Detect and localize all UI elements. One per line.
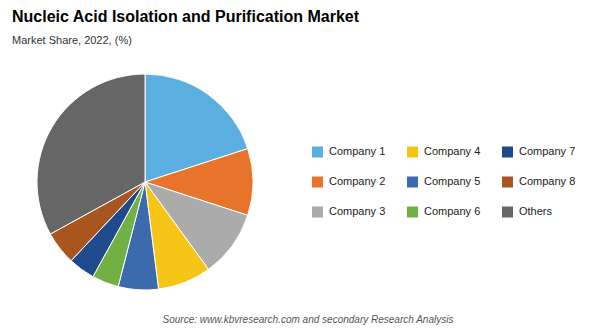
legend-item: Company 6 [407, 205, 480, 218]
legend-item: Company 5 [407, 175, 480, 188]
legend-swatch [312, 207, 323, 218]
title: Nucleic Acid Isolation and Purification … [12, 8, 360, 25]
legend-swatch [407, 207, 418, 218]
source: Source: www.kbvresearch.com and secondar… [163, 314, 454, 325]
legend-swatch [407, 177, 418, 188]
legend-swatch [407, 147, 418, 158]
pie [37, 74, 253, 290]
legend-swatch [502, 177, 513, 188]
legend-label: Company 1 [329, 145, 385, 157]
legend-item: Others [502, 205, 553, 218]
legend-label: Company 8 [519, 175, 575, 187]
legend-label: Others [519, 205, 553, 217]
pie-slice [37, 74, 145, 234]
legend-label: Company 5 [424, 175, 480, 187]
legend-item: Company 2 [312, 175, 385, 188]
legend-item: Company 8 [502, 175, 575, 188]
legend-swatch [312, 177, 323, 188]
legend-swatch [502, 147, 513, 158]
legend-label: Company 4 [424, 145, 480, 157]
legend-item: Company 4 [407, 145, 480, 158]
legend-label: Company 2 [329, 175, 385, 187]
legend-swatch [312, 147, 323, 158]
legend-label: Company 6 [424, 205, 480, 217]
legend-label: Company 7 [519, 145, 575, 157]
legend-item: Company 3 [312, 205, 385, 218]
legend-swatch [502, 207, 513, 218]
legend: Company 1 Company 2 Company 3 Company 4 Comp… [312, 145, 575, 218]
legend-label: Company 3 [329, 205, 385, 217]
legend-item: Company 7 [502, 145, 575, 158]
legend-item: Company 1 [312, 145, 385, 158]
chart: Nucleic Acid Isolation and Purification … [0, 0, 616, 329]
subtitle: Market Share, 2022, (%) [12, 34, 132, 46]
